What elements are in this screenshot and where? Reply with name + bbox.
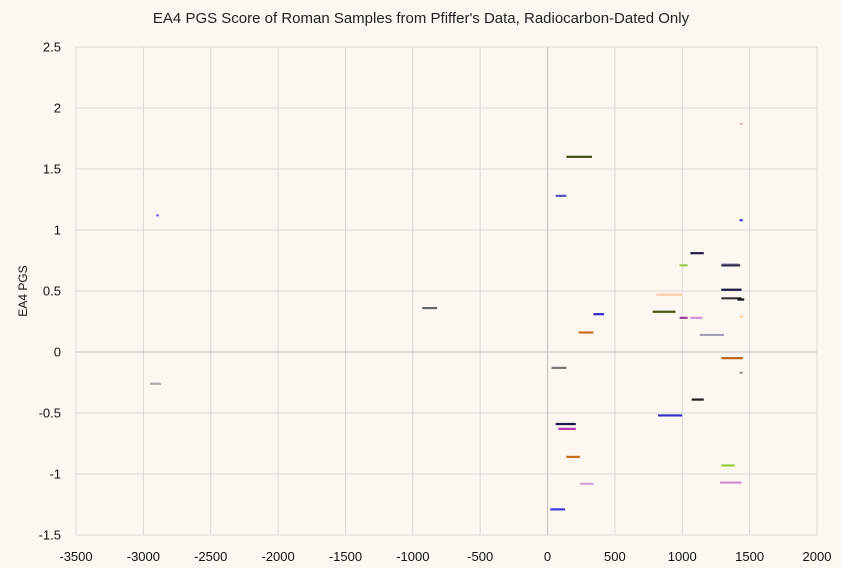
x-tick-label: -2000 [261,549,294,564]
x-tick-label: 0 [544,549,551,564]
x-tick-label: -2500 [194,549,227,564]
y-tick-label: -0.5 [39,406,61,421]
chart-title: EA4 PGS Score of Roman Samples from Pfif… [153,10,690,27]
data-marks [150,122,745,511]
y-tick-label: 0 [54,345,61,360]
x-tick-label: 500 [604,549,626,564]
x-tick-label: 1000 [668,549,697,564]
y-axis-label: EA4 PGS [16,265,30,316]
y-tick-label: -1 [49,467,61,482]
x-tick-label: -3000 [127,549,160,564]
x-tick-label: -1500 [329,549,362,564]
x-tick-label: -1000 [396,549,429,564]
y-tick-labels: -1.5 -1 -0.5 0 0.5 1 1.5 2 2.5 [39,40,61,543]
y-tick-label: -1.5 [39,528,61,543]
x-tick-label: 1500 [735,549,764,564]
y-tick-label: 0.5 [43,284,61,299]
x-tick-label: 2000 [803,549,832,564]
y-tick-label: 1 [54,223,61,238]
gridlines [75,46,818,536]
y-tick-label: 2 [54,101,61,116]
y-tick-label: 1.5 [43,162,61,177]
axes [76,47,817,535]
y-tick-label: 2.5 [43,40,61,55]
x-tick-label: -3500 [59,549,92,564]
x-tick-labels: -3500 -3000 -2500 -2000 -1500 -1000 -500 0 500 10… [59,549,831,564]
x-tick-label: -500 [467,549,493,564]
